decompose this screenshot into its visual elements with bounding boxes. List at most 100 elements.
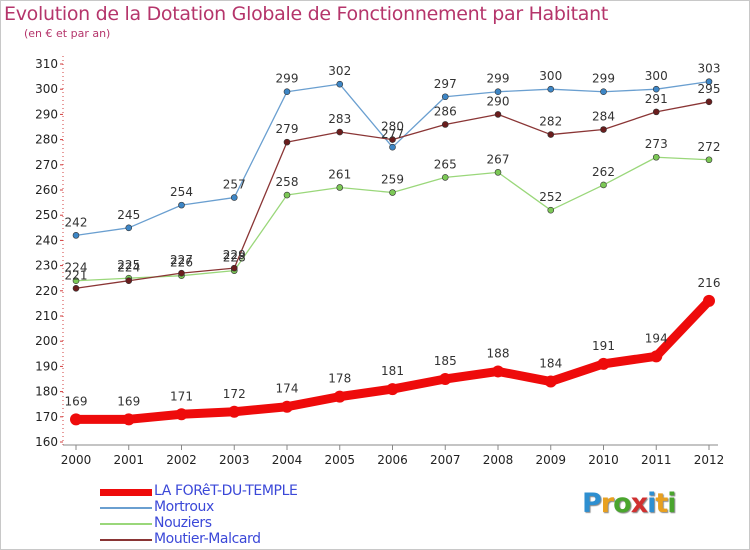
data-label-la-for-t-du-temple: 178 <box>328 372 351 386</box>
y-tick-label: 260 <box>35 183 58 197</box>
data-label-nouziers: 259 <box>381 173 404 187</box>
data-label-moutier-malcard: 284 <box>592 110 615 124</box>
logo-letter: r <box>600 488 614 519</box>
data-point-la-for-t-du-temple <box>386 383 399 396</box>
data-label-moutier-malcard: 282 <box>539 115 562 129</box>
data-point-la-for-t-du-temple <box>333 390 346 403</box>
data-point-mortroux <box>652 85 660 93</box>
chart-subtitle: (en € et par an) <box>24 27 111 40</box>
y-tick-label: 190 <box>35 359 58 373</box>
data-point-la-for-t-du-temple <box>281 400 293 413</box>
data-point-nouziers <box>494 169 502 176</box>
data-label-la-for-t-du-temple: 169 <box>65 394 88 408</box>
data-label-mortroux: 299 <box>487 72 510 86</box>
data-label-la-for-t-du-temple: 169 <box>117 394 140 408</box>
y-tick-label: 290 <box>35 107 58 121</box>
data-label-moutier-malcard: 229 <box>223 248 246 262</box>
x-tick-label: 2004 <box>272 453 303 467</box>
y-tick-label: 160 <box>35 435 58 449</box>
data-point-nouziers <box>336 184 344 191</box>
data-point-moutier-malcard <box>336 128 344 136</box>
y-tick-label: 180 <box>35 385 58 399</box>
legend-label: Mortroux <box>154 499 214 515</box>
y-tick-label: 280 <box>35 133 58 147</box>
data-label-la-for-t-du-temple: 174 <box>276 382 299 396</box>
data-point-la-for-t-du-temple <box>703 294 715 307</box>
data-label-nouziers: 224 <box>65 261 88 275</box>
data-label-la-for-t-du-temple: 181 <box>381 364 404 378</box>
data-point-moutier-malcard <box>283 138 291 146</box>
data-point-mortroux <box>494 88 502 96</box>
x-tick-label: 2001 <box>113 453 144 467</box>
data-point-moutier-malcard <box>600 126 607 133</box>
data-label-nouziers: 252 <box>539 190 562 204</box>
data-point-la-for-t-du-temple <box>70 413 82 426</box>
y-tick-label: 240 <box>35 233 58 247</box>
data-point-la-for-t-du-temple <box>544 375 557 388</box>
data-label-la-for-t-du-temple: 171 <box>170 389 193 403</box>
data-label-moutier-malcard: 283 <box>328 112 351 126</box>
data-point-moutier-malcard <box>125 277 133 285</box>
y-tick-label: 300 <box>35 82 58 96</box>
y-tick-label: 220 <box>35 284 58 298</box>
x-tick-label: 2010 <box>588 453 619 467</box>
data-point-la-for-t-du-temple <box>175 408 188 421</box>
x-tick-label: 2012 <box>694 453 725 467</box>
legend-swatch <box>100 507 152 509</box>
logo-letter: t <box>655 488 668 519</box>
data-label-la-for-t-du-temple: 191 <box>592 339 615 353</box>
data-point-moutier-malcard <box>178 269 185 277</box>
data-label-mortroux: 300 <box>645 69 668 83</box>
data-point-nouziers <box>705 156 713 164</box>
data-label-nouziers: 228 <box>223 251 246 265</box>
logo-letter: x <box>630 488 648 519</box>
data-label-mortroux: 300 <box>539 69 562 83</box>
data-label-moutier-malcard: 280 <box>381 120 404 134</box>
x-tick-label: 2007 <box>430 453 461 467</box>
data-point-mortroux <box>72 232 80 239</box>
data-label-mortroux: 299 <box>276 72 299 86</box>
data-point-la-for-t-du-temple <box>228 405 241 418</box>
logo-letter: i <box>647 488 656 519</box>
data-point-mortroux <box>441 93 449 101</box>
y-tick-label: 230 <box>35 259 58 273</box>
data-label-la-for-t-du-temple: 184 <box>539 357 562 371</box>
data-label-mortroux: 254 <box>170 185 193 199</box>
data-label-mortroux: 303 <box>698 62 721 76</box>
y-tick-label: 200 <box>35 334 58 348</box>
legend-label: Nouziers <box>154 515 212 531</box>
series-line-mortroux <box>75 80 710 237</box>
y-tick-label: 270 <box>35 158 58 172</box>
data-point-moutier-malcard <box>230 264 238 272</box>
data-point-la-for-t-du-temple <box>597 357 610 370</box>
data-label-la-for-t-du-temple: 194 <box>645 331 668 345</box>
y-tick-label: 210 <box>35 309 58 323</box>
data-label-moutier-malcard: 227 <box>170 253 193 267</box>
data-point-nouziers <box>547 206 555 214</box>
legend-label: LA FORêT-DU-TEMPLE <box>154 483 298 499</box>
data-label-mortroux: 257 <box>223 178 246 192</box>
logo-letter: o <box>613 488 632 519</box>
x-tick-label: 2002 <box>166 453 197 467</box>
data-point-mortroux <box>705 78 713 85</box>
data-label-moutier-malcard: 291 <box>645 92 668 106</box>
y-tick-label: 310 <box>35 57 58 71</box>
chart-title: Evolution de la Dotation Globale de Fonc… <box>4 3 609 25</box>
data-label-moutier-malcard: 286 <box>434 104 457 118</box>
data-label-moutier-malcard: 295 <box>698 82 721 96</box>
data-point-mortroux <box>600 88 607 96</box>
data-label-nouziers: 225 <box>117 258 140 272</box>
data-point-mortroux <box>283 88 291 96</box>
data-point-mortroux <box>389 143 396 151</box>
proxiti-logo: Proxiti <box>582 488 677 519</box>
data-point-la-for-t-du-temple <box>650 350 663 363</box>
data-label-moutier-malcard: 279 <box>276 122 299 136</box>
data-point-nouziers <box>389 189 396 196</box>
legend-label: Moutier-Malcard <box>154 531 261 547</box>
data-label-mortroux: 297 <box>434 77 457 91</box>
data-point-mortroux <box>547 85 555 93</box>
logo-letter: i <box>667 488 676 519</box>
legend-swatch <box>100 489 152 496</box>
data-point-mortroux <box>178 201 185 209</box>
logo-letter: P <box>582 488 602 519</box>
